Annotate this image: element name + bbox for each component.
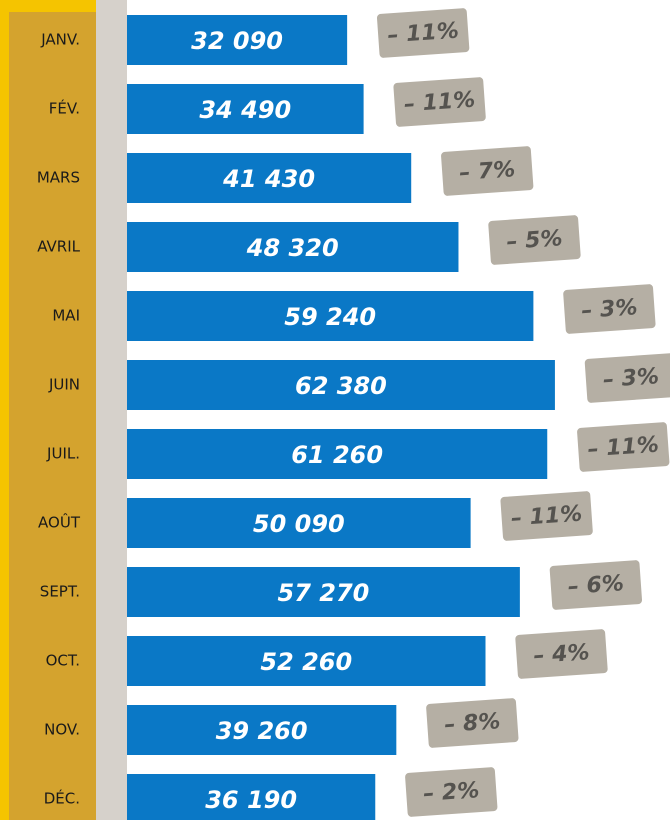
change-badge: – 4% xyxy=(515,629,608,679)
month-label: MAI xyxy=(52,307,80,325)
month-label: AVRIL xyxy=(37,238,80,256)
change-label: – 2% xyxy=(422,778,480,807)
change-label: – 11% xyxy=(587,433,660,463)
value-label: 57 270 xyxy=(278,579,370,607)
value-label: 41 430 xyxy=(222,165,315,193)
grey-column xyxy=(96,0,127,820)
change-badge: – 3% xyxy=(584,353,670,403)
value-label: 48 320 xyxy=(246,234,339,262)
bar xyxy=(127,567,520,617)
change-label: – 8% xyxy=(444,709,502,738)
change-box xyxy=(376,8,470,58)
change-label: – 6% xyxy=(567,571,625,600)
change-box xyxy=(441,146,534,196)
month-label: OCT. xyxy=(46,652,80,670)
month-label: MARS xyxy=(37,169,80,187)
change-badge: – 2% xyxy=(405,767,498,817)
bar xyxy=(127,291,534,341)
change-badge: – 3% xyxy=(563,284,656,334)
change-box xyxy=(515,629,608,679)
change-box xyxy=(488,215,581,265)
bar xyxy=(127,222,459,272)
value-label: 52 260 xyxy=(260,648,352,676)
change-box xyxy=(500,491,593,541)
bar xyxy=(127,774,376,820)
change-box xyxy=(563,284,656,334)
bar xyxy=(127,429,548,479)
change-label: – 3% xyxy=(602,364,660,393)
change-label: – 4% xyxy=(533,640,591,669)
value-label: 39 260 xyxy=(216,717,308,745)
value-label: 59 240 xyxy=(284,303,376,331)
change-badge: – 11% xyxy=(376,8,470,58)
bar xyxy=(127,84,364,134)
change-label: – 11% xyxy=(403,88,476,118)
top-strip xyxy=(0,0,96,12)
change-badge: – 8% xyxy=(426,698,519,748)
change-label: – 5% xyxy=(506,226,564,255)
change-badge: – 11% xyxy=(577,422,670,472)
value-label: 32 090 xyxy=(191,27,283,55)
month-label: JUIL. xyxy=(46,445,80,463)
month-label: JANV. xyxy=(40,31,80,49)
bar xyxy=(127,705,397,755)
change-box xyxy=(577,422,670,472)
change-badge: – 6% xyxy=(549,560,643,610)
change-badge: – 11% xyxy=(500,491,593,541)
left-strip xyxy=(0,0,9,820)
month-column xyxy=(0,0,96,820)
change-box xyxy=(426,698,519,748)
change-box xyxy=(584,353,670,403)
month-label: AOÛT xyxy=(38,513,81,532)
bar xyxy=(127,636,486,686)
change-badge: – 11% xyxy=(393,77,486,127)
value-label: 50 090 xyxy=(253,510,345,538)
change-label: – 3% xyxy=(581,295,639,324)
change-badge: – 5% xyxy=(488,215,581,265)
change-label: – 7% xyxy=(458,157,516,186)
bar xyxy=(127,360,555,410)
change-badge: – 7% xyxy=(441,146,534,196)
bar xyxy=(127,15,348,65)
month-label: NOV. xyxy=(44,721,80,739)
month-label: DÉC. xyxy=(44,789,80,808)
bar xyxy=(127,498,471,548)
value-label: 34 490 xyxy=(199,96,291,124)
change-box xyxy=(405,767,498,817)
month-label: FÉV. xyxy=(49,99,80,118)
change-label: – 11% xyxy=(387,19,460,49)
change-box xyxy=(393,77,486,127)
value-label: 62 380 xyxy=(295,372,387,400)
month-label: JUIN xyxy=(48,376,80,394)
value-label: 61 260 xyxy=(291,441,383,469)
month-label: SEPT. xyxy=(40,583,80,601)
value-label: 36 190 xyxy=(205,786,297,814)
bar xyxy=(127,153,412,203)
change-label: – 11% xyxy=(510,502,583,532)
change-box xyxy=(549,560,643,610)
